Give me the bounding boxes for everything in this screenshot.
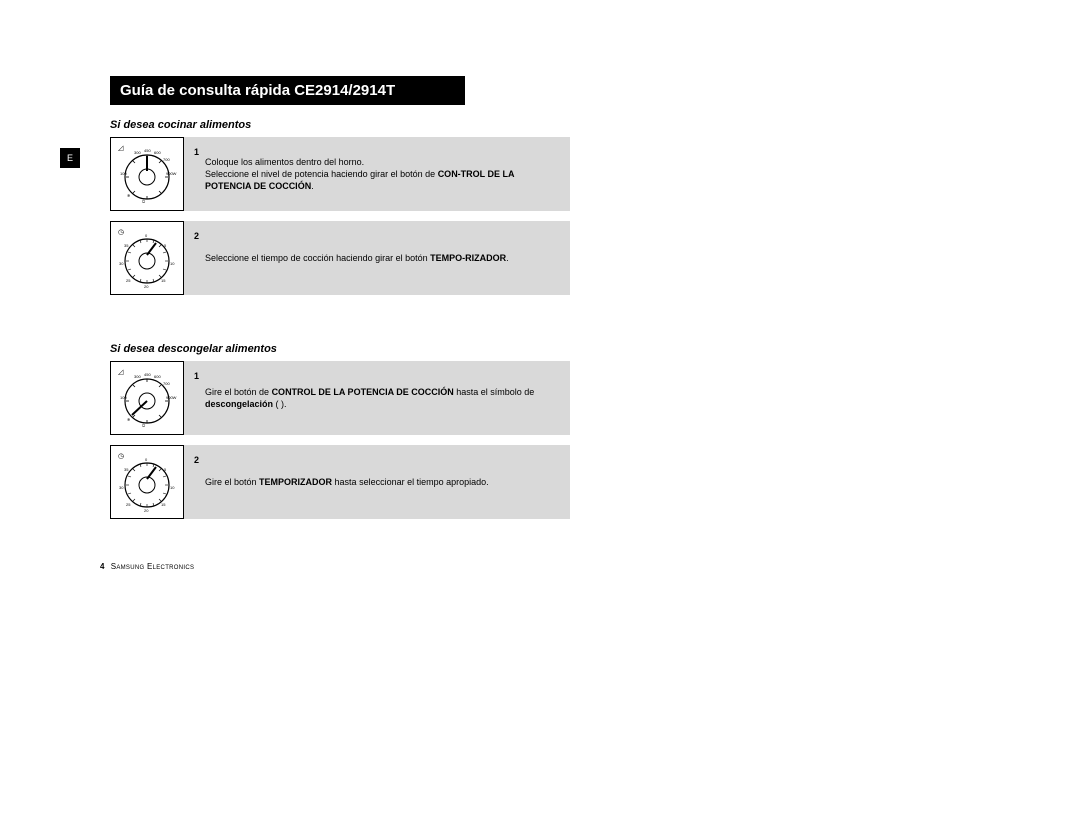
page-number: 4 (100, 562, 108, 571)
section-heading: Si desea cocinar alimentos (110, 119, 570, 131)
text: Gire el botón (205, 477, 259, 487)
text: Gire el botón de (205, 387, 272, 397)
step-row: ◿ 300450600 700 900W 100 ❄ ⏻ (110, 137, 570, 211)
svg-text:0: 0 (145, 457, 148, 462)
svg-text:900W: 900W (166, 171, 177, 176)
svg-text:600: 600 (154, 150, 161, 155)
power-dial-figure: ◿ 300450600 700 900W 100 ❄ ⏻ (110, 137, 184, 211)
text: Coloque los alimentos dentro del horno. (205, 157, 364, 167)
step-number: 1 (194, 145, 205, 158)
svg-text:35: 35 (124, 243, 129, 248)
svg-text:◿: ◿ (118, 369, 124, 376)
step-row: ◿ 300450600 700 900W 100 ❄ ⏻ (110, 361, 570, 435)
svg-text:35: 35 (124, 467, 129, 472)
svg-text:10: 10 (170, 485, 175, 490)
text: hasta seleccionar el tiempo apropiado. (332, 477, 489, 487)
svg-text:15: 15 (161, 278, 166, 283)
timer-dial-figure: ◷ (110, 445, 184, 519)
svg-text:⏻: ⏻ (142, 423, 146, 428)
svg-text:30: 30 (119, 261, 124, 266)
svg-text:5: 5 (164, 243, 167, 248)
svg-text:◷: ◷ (118, 453, 124, 460)
section-heading: Si desea descongelar alimentos (110, 343, 570, 355)
svg-text:❄: ❄ (127, 417, 130, 422)
power-dial-figure: ◿ 300450600 700 900W 100 ❄ ⏻ (110, 361, 184, 435)
section-defrost: Si desea descongelar alimentos ◿ 3004506… (110, 343, 570, 519)
page-title: Guía de consulta rápida CE2914/2914T (110, 76, 465, 105)
svg-text:◿: ◿ (118, 145, 124, 152)
text: Seleccione el tiempo de cocción haciendo… (205, 253, 430, 263)
svg-text:15: 15 (161, 502, 166, 507)
step-number: 2 (194, 453, 205, 466)
step-number: 2 (194, 229, 205, 242)
svg-text:⏻: ⏻ (142, 199, 146, 204)
svg-text:20: 20 (144, 508, 149, 513)
svg-text:900W: 900W (166, 395, 177, 400)
step-row: ◷ (110, 221, 570, 295)
svg-text:300: 300 (134, 150, 141, 155)
svg-text:25: 25 (126, 278, 131, 283)
text: . (311, 181, 314, 191)
svg-text:450: 450 (144, 372, 151, 377)
svg-text:700: 700 (163, 157, 170, 162)
timer-dial-figure: ◷ (110, 221, 184, 295)
svg-text:0: 0 (145, 233, 148, 238)
svg-text:450: 450 (144, 148, 151, 153)
svg-text:300: 300 (134, 374, 141, 379)
svg-text:20: 20 (144, 284, 149, 289)
svg-text:600: 600 (154, 374, 161, 379)
svg-text:30: 30 (119, 485, 124, 490)
bold-text: descongelación (205, 399, 273, 409)
svg-text:5: 5 (164, 467, 167, 472)
svg-text:10: 10 (170, 261, 175, 266)
step-number: 1 (194, 369, 205, 382)
step-body: Gire el botón de CONTROL DE LA POTENCIA … (205, 386, 560, 410)
svg-text:◷: ◷ (118, 229, 124, 236)
svg-text:❄: ❄ (127, 193, 130, 198)
svg-text:25: 25 (126, 502, 131, 507)
section-cook: Si desea cocinar alimentos ◿ 300450600 7… (110, 119, 570, 295)
svg-text:100: 100 (120, 395, 127, 400)
text: Seleccione el nivel de potencia haciendo… (205, 169, 438, 179)
svg-text:100: 100 (120, 171, 127, 176)
step-row: ◷ (110, 445, 570, 519)
svg-text:700: 700 (163, 381, 170, 386)
step-body: Gire el botón TEMPORIZADOR hasta selecci… (205, 476, 489, 488)
bold-text: TEMPO-RIZADOR (430, 253, 506, 263)
text: hasta el símbolo de (454, 387, 535, 397)
step-body: Coloque los alimentos dentro del horno. … (205, 156, 560, 192)
text: . (506, 253, 509, 263)
step-body: Seleccione el tiempo de cocción haciendo… (205, 252, 509, 264)
company-name: Samsung Electronics (111, 562, 195, 571)
text: ( ). (273, 399, 287, 409)
language-tab: E (60, 148, 80, 168)
bold-text: TEMPORIZADOR (259, 477, 332, 487)
bold-text: CONTROL DE LA POTENCIA DE COCCIÓN (272, 387, 454, 397)
page-footer: 4 Samsung Electronics (100, 562, 194, 571)
